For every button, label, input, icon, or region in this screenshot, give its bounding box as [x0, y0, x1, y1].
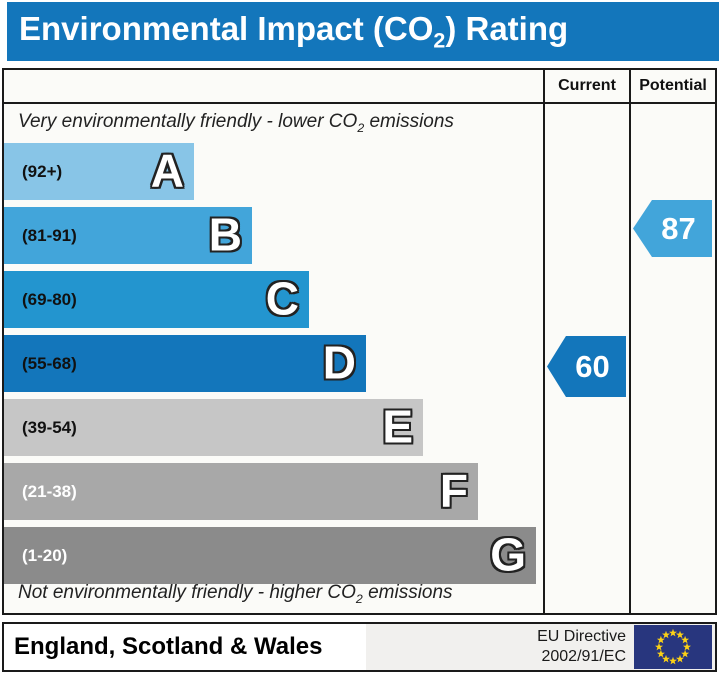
top-caption-suffix: emissions — [364, 111, 454, 132]
bottom-caption-subscript: 2 — [355, 592, 363, 606]
page-title-suffix: ) Rating — [445, 9, 569, 47]
band-letter: G — [490, 528, 526, 581]
potential-rating-value: 87 — [661, 210, 696, 246]
band-range-label: (39-54) — [22, 417, 77, 437]
top-caption-text: Very environmentally friendly - lower CO — [18, 111, 358, 132]
band-range-label: (55-68) — [22, 353, 77, 373]
rating-scale-area: Very environmentally friendly - lower CO… — [4, 104, 543, 613]
current-rating-value: 60 — [575, 348, 610, 384]
footer-bar: England, Scotland & Wales EU Directive 2… — [2, 622, 717, 672]
band-bar: (39-54) E — [4, 399, 423, 456]
potential-rating-arrow: 87 — [633, 200, 712, 257]
header-cell-scale — [4, 70, 543, 102]
footer-region-label: England, Scotland & Wales — [14, 633, 323, 660]
chart-title-bar: Environmental Impact (CO2) Rating — [7, 2, 719, 61]
current-rating-arrow: 60 — [547, 336, 626, 397]
header-cell-current: Current — [543, 70, 629, 102]
eu-directive-text: EU Directive 2002/91/EC — [537, 627, 626, 667]
band-letter: A — [150, 144, 184, 197]
page-title-subscript: 2 — [433, 28, 446, 53]
bottom-caption-text: Not environmentally friendly - higher CO — [18, 582, 356, 604]
band-row-d: (55-68) D — [4, 335, 366, 392]
band-row-b: (81-91) B — [4, 207, 252, 264]
bottom-caption-suffix: emissions — [362, 582, 453, 604]
band-bar: (92+) A — [4, 143, 194, 200]
band-range-label: (21-38) — [22, 481, 77, 501]
table-body-row: Very environmentally friendly - lower CO… — [4, 104, 715, 613]
band-row-f: (21-38) F — [4, 463, 478, 520]
table-header-row: Current Potential — [4, 70, 715, 104]
band-bar: (1-20) G — [4, 527, 536, 584]
eu-directive-line1: EU Directive — [537, 628, 626, 645]
bottom-caption: Not environmentally friendly - higher CO… — [18, 582, 453, 606]
band-letter: E — [382, 400, 413, 453]
current-column-label: Current — [558, 77, 616, 94]
top-caption: Very environmentally friendly - lower CO… — [18, 111, 454, 135]
band-bar: (55-68) D — [4, 335, 366, 392]
band-range-label: (1-20) — [22, 545, 68, 565]
top-caption-subscript: 2 — [357, 120, 365, 135]
band-row-a: (92+) A — [4, 143, 194, 200]
band-range-label: (92+) — [22, 161, 63, 181]
potential-rating-column: 87 — [629, 104, 715, 613]
band-letter: C — [265, 272, 299, 325]
eu-directive-line2: 2002/91/EC — [541, 648, 626, 665]
rating-table: Current Potential Very environmentally f… — [2, 68, 717, 615]
band-letter: B — [208, 208, 242, 261]
band-bar: (21-38) F — [4, 463, 478, 520]
band-letter: D — [322, 336, 356, 389]
page-title-text: Environmental Impact (CO — [19, 9, 434, 47]
band-range-label: (69-80) — [22, 289, 77, 309]
band-range-label: (81-91) — [22, 225, 77, 245]
band-bar: (69-80) C — [4, 271, 309, 328]
header-cell-potential: Potential — [629, 70, 715, 102]
footer-directive-group: EU Directive 2002/91/EC — [537, 625, 715, 669]
band-row-e: (39-54) E — [4, 399, 423, 456]
band-row-g: (1-20) G — [4, 527, 536, 584]
band-letter: F — [439, 464, 468, 517]
eu-flag-icon — [634, 625, 712, 669]
page-title: Environmental Impact (CO2) Rating — [19, 10, 568, 54]
potential-column-label: Potential — [639, 77, 707, 94]
current-rating-column: 60 — [543, 104, 629, 613]
band-bar: (81-91) B — [4, 207, 252, 264]
band-row-c: (69-80) C — [4, 271, 309, 328]
